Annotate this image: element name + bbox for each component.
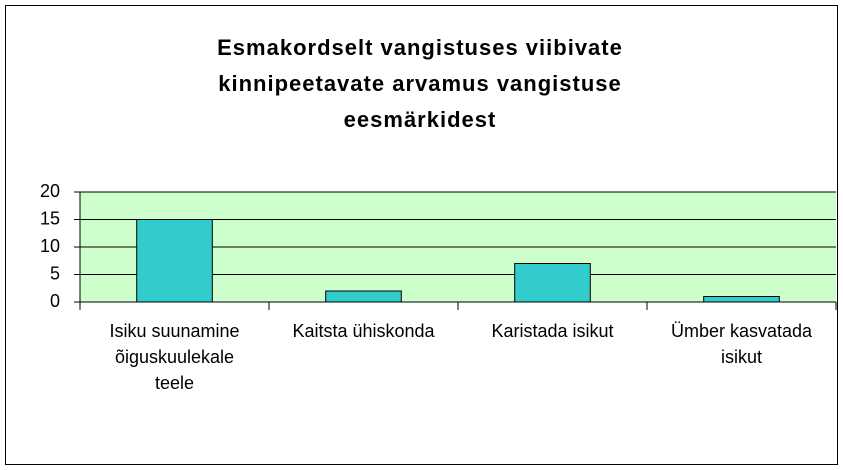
y-tick-label: 10 <box>40 236 60 256</box>
bar <box>703 296 780 303</box>
x-tick-label: Kaitsta ühiskonda <box>292 321 435 341</box>
x-tick-label: Isiku suunamine õiguskuulekale teele <box>109 321 240 393</box>
y-tick-label: 0 <box>50 291 60 311</box>
y-tick-label: 5 <box>50 263 60 283</box>
chart-title: Esmakordselt vangistuses viibivate kinni… <box>217 35 623 132</box>
x-tick-label: Karistada isikut <box>491 321 614 341</box>
bar <box>136 219 213 303</box>
bar <box>325 290 402 303</box>
y-tick-label: 15 <box>40 208 60 228</box>
y-tick-label: 20 <box>40 181 60 201</box>
x-tick-label: Ümber kasvatada isikut <box>670 321 813 367</box>
bar <box>514 263 591 303</box>
